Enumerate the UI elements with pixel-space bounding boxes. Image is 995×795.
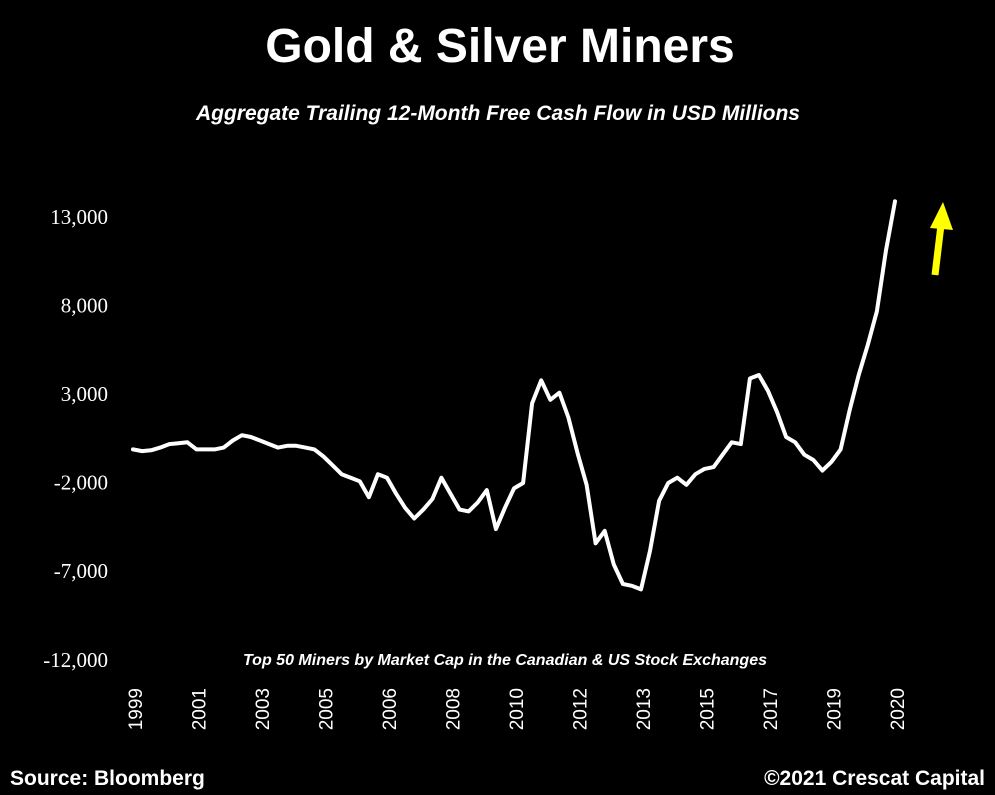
x-tick-label: 2006 xyxy=(380,688,401,730)
x-tick-label: 2008 xyxy=(444,688,465,730)
x-tick-label: 2003 xyxy=(253,688,274,730)
y-tick-label: 13,000 xyxy=(50,205,108,229)
x-tick-label: 2017 xyxy=(761,688,782,730)
y-tick-label: -12,000 xyxy=(43,648,108,672)
line xyxy=(131,199,897,592)
x-tick-label: 2015 xyxy=(698,688,719,730)
y-tick-label: 8,000 xyxy=(61,293,108,317)
source: Source: Bloomberg xyxy=(10,767,205,790)
x-tick-label: 1999 xyxy=(126,688,147,730)
x-tick-label: 2013 xyxy=(634,688,655,730)
x-tick-label: 2020 xyxy=(888,688,909,730)
y-tick-label: -2,000 xyxy=(54,471,108,495)
annotation: Top 50 Miners by Market Cap in the Canad… xyxy=(243,652,767,669)
x-tick-label: 2012 xyxy=(571,688,592,730)
chart-subtitle: Aggregate Trailing 12-Month Free Cash Fl… xyxy=(195,102,800,125)
credit: ©2021 Crescat Capital xyxy=(764,767,985,790)
x-tick-label: 2010 xyxy=(507,688,528,730)
y-tick-label: -7,000 xyxy=(54,559,108,583)
chart-title: Gold & Silver Miners xyxy=(265,20,734,73)
y-tick-label: 3,000 xyxy=(61,382,108,406)
x-tick-label: 2001 xyxy=(190,688,211,730)
x-tick-label: 2019 xyxy=(825,688,846,730)
arrow xyxy=(930,202,953,276)
x-tick-label: 2005 xyxy=(317,688,338,730)
